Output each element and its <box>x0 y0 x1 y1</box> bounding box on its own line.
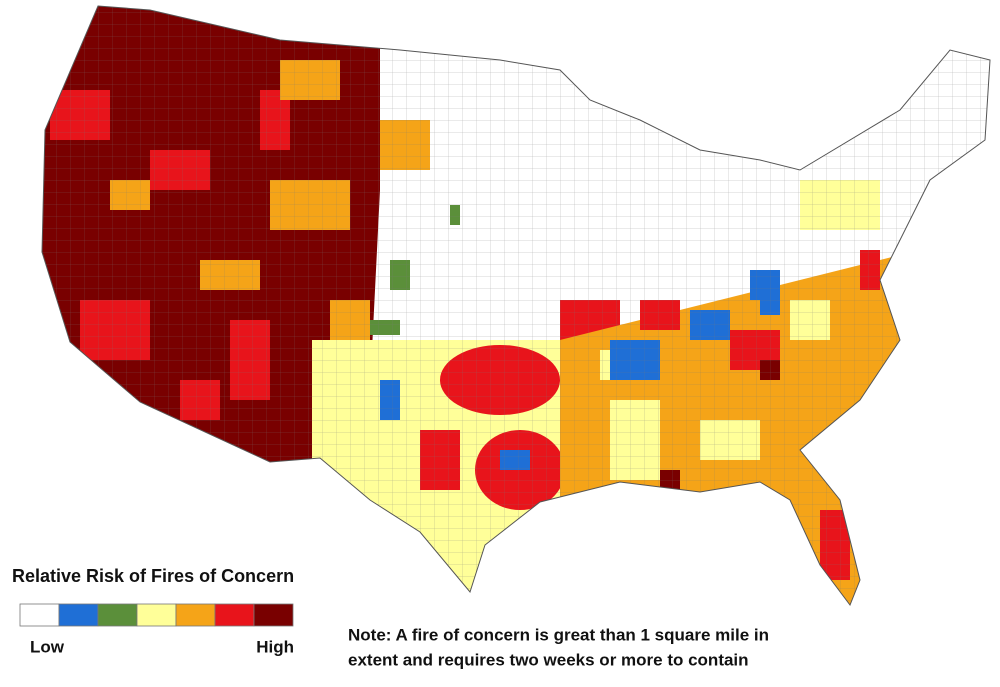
us-outline <box>41 5 991 607</box>
legend-swatch <box>253 603 294 627</box>
note-line: extent and requires two weeks or more to… <box>348 650 749 669</box>
legend-low: Low <box>30 637 65 656</box>
legend-swatch <box>214 603 255 627</box>
legend-swatches <box>19 603 294 627</box>
legend-swatch <box>58 603 99 627</box>
legend-swatch <box>175 603 216 627</box>
note-line: Note: A fire of concern is great than 1 … <box>348 625 769 644</box>
legend-swatch <box>136 603 177 627</box>
legend-swatch <box>19 603 60 627</box>
legend-high: High <box>256 637 294 656</box>
legend-title: Relative Risk of Fires of Concern <box>12 566 294 586</box>
legend-swatch <box>97 603 138 627</box>
